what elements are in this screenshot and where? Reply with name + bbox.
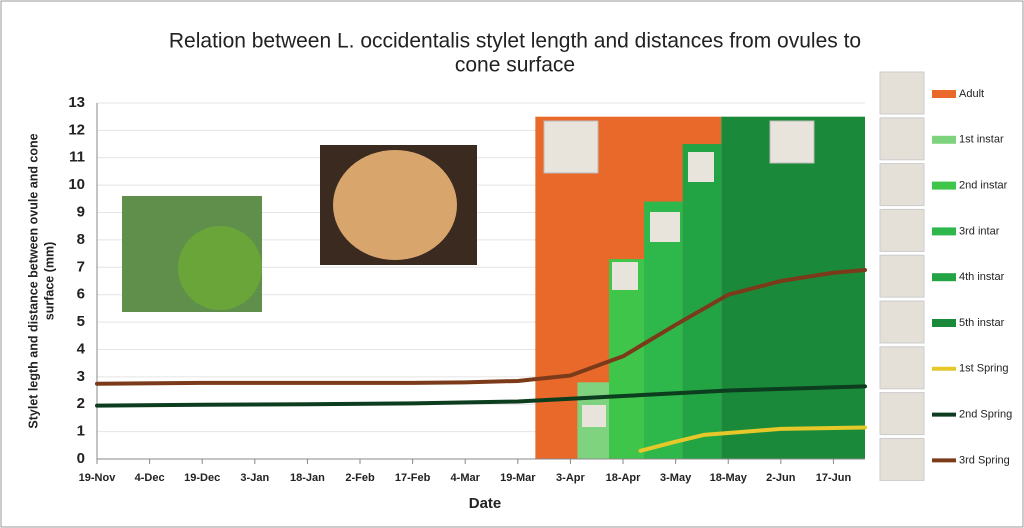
x-tick-label: 17-Jun bbox=[816, 472, 852, 484]
y-axis-label: surface (mm) bbox=[42, 242, 56, 321]
x-axis-label: Date bbox=[469, 495, 502, 512]
y-tick-label: 3 bbox=[77, 368, 85, 385]
x-tick-label: 17-Feb bbox=[395, 472, 431, 484]
legend-icon bbox=[879, 117, 925, 161]
legend-icon bbox=[879, 346, 925, 390]
legend-label: Adult bbox=[959, 88, 984, 100]
legend-label: 4th instar bbox=[959, 271, 1005, 283]
y-tick-label: 2 bbox=[77, 395, 85, 412]
legend-icon bbox=[879, 392, 925, 436]
legend-swatch bbox=[932, 135, 956, 144]
legend-icon bbox=[879, 437, 925, 481]
legend-label: 2nd instar bbox=[959, 180, 1008, 192]
y-tick-label: 9 bbox=[77, 204, 85, 221]
x-tick-label: 3-May bbox=[660, 472, 692, 484]
x-tick-label: 19-Mar bbox=[500, 472, 536, 484]
photos bbox=[122, 120, 815, 427]
photo bbox=[769, 120, 815, 164]
legend-icon bbox=[879, 254, 925, 298]
y-tick-label: 10 bbox=[68, 176, 85, 193]
legend-swatch bbox=[932, 319, 956, 327]
series-line bbox=[95, 268, 867, 386]
legend-swatch bbox=[932, 181, 956, 190]
y-tick-label: 7 bbox=[77, 258, 85, 275]
x-tick-label: 3-Jan bbox=[240, 472, 269, 484]
x-tick-label: 3-Apr bbox=[556, 472, 585, 484]
x-tick-label: 18-Apr bbox=[606, 472, 642, 484]
photo bbox=[612, 262, 638, 290]
period-region bbox=[721, 116, 865, 459]
legend-label: 1st Spring bbox=[959, 363, 1009, 375]
photo bbox=[650, 212, 680, 242]
chart-title: Relation between L. occidentalis stylet … bbox=[169, 30, 861, 53]
series-line bbox=[638, 425, 867, 453]
x-tick-label: 4-Dec bbox=[135, 472, 165, 484]
y-tick-label: 6 bbox=[77, 286, 85, 303]
y-tick-label: 11 bbox=[69, 149, 85, 166]
y-tick-label: 5 bbox=[77, 313, 85, 330]
legend-swatch bbox=[932, 273, 956, 282]
photo bbox=[688, 152, 714, 182]
legend-swatch bbox=[932, 90, 956, 98]
x-tick-label: 2-Feb bbox=[345, 472, 375, 484]
x-tick-label: 19-Nov bbox=[79, 472, 117, 484]
y-tick-label: 1 bbox=[77, 423, 85, 440]
legend-icon bbox=[879, 71, 925, 115]
legend-label: 1st instar bbox=[959, 134, 1004, 146]
y-tick-label: 0 bbox=[77, 450, 85, 467]
legend-label: 2nd Spring bbox=[959, 409, 1012, 421]
photo bbox=[582, 405, 606, 427]
legend-label: 3rd Spring bbox=[959, 454, 1010, 466]
series-line bbox=[95, 384, 867, 408]
photo bbox=[543, 120, 599, 174]
x-tick-label: 19-Dec bbox=[184, 472, 220, 484]
legend-icon bbox=[879, 300, 925, 344]
photo bbox=[333, 150, 457, 260]
y-tick-label: 12 bbox=[68, 121, 85, 138]
y-axis-label: Stylet legth and distance between ovule … bbox=[26, 133, 40, 428]
legend-swatch bbox=[932, 227, 956, 236]
legend-icon bbox=[879, 163, 925, 207]
chart-title: cone surface bbox=[455, 54, 575, 77]
x-tick-label: 2-Jun bbox=[766, 472, 796, 484]
y-tick-label: 8 bbox=[77, 231, 85, 248]
photo bbox=[178, 226, 262, 310]
legend-label: 3rd intar bbox=[959, 225, 1000, 237]
x-tick-label: 18-May bbox=[710, 472, 748, 484]
legend-icon bbox=[879, 208, 925, 252]
x-tick-label: 4-Mar bbox=[451, 472, 481, 484]
y-tick-label: 4 bbox=[77, 340, 86, 357]
legend-label: 5th instar bbox=[959, 317, 1005, 329]
y-tick-label: 13 bbox=[68, 94, 85, 111]
x-tick-label: 18-Jan bbox=[290, 472, 325, 484]
